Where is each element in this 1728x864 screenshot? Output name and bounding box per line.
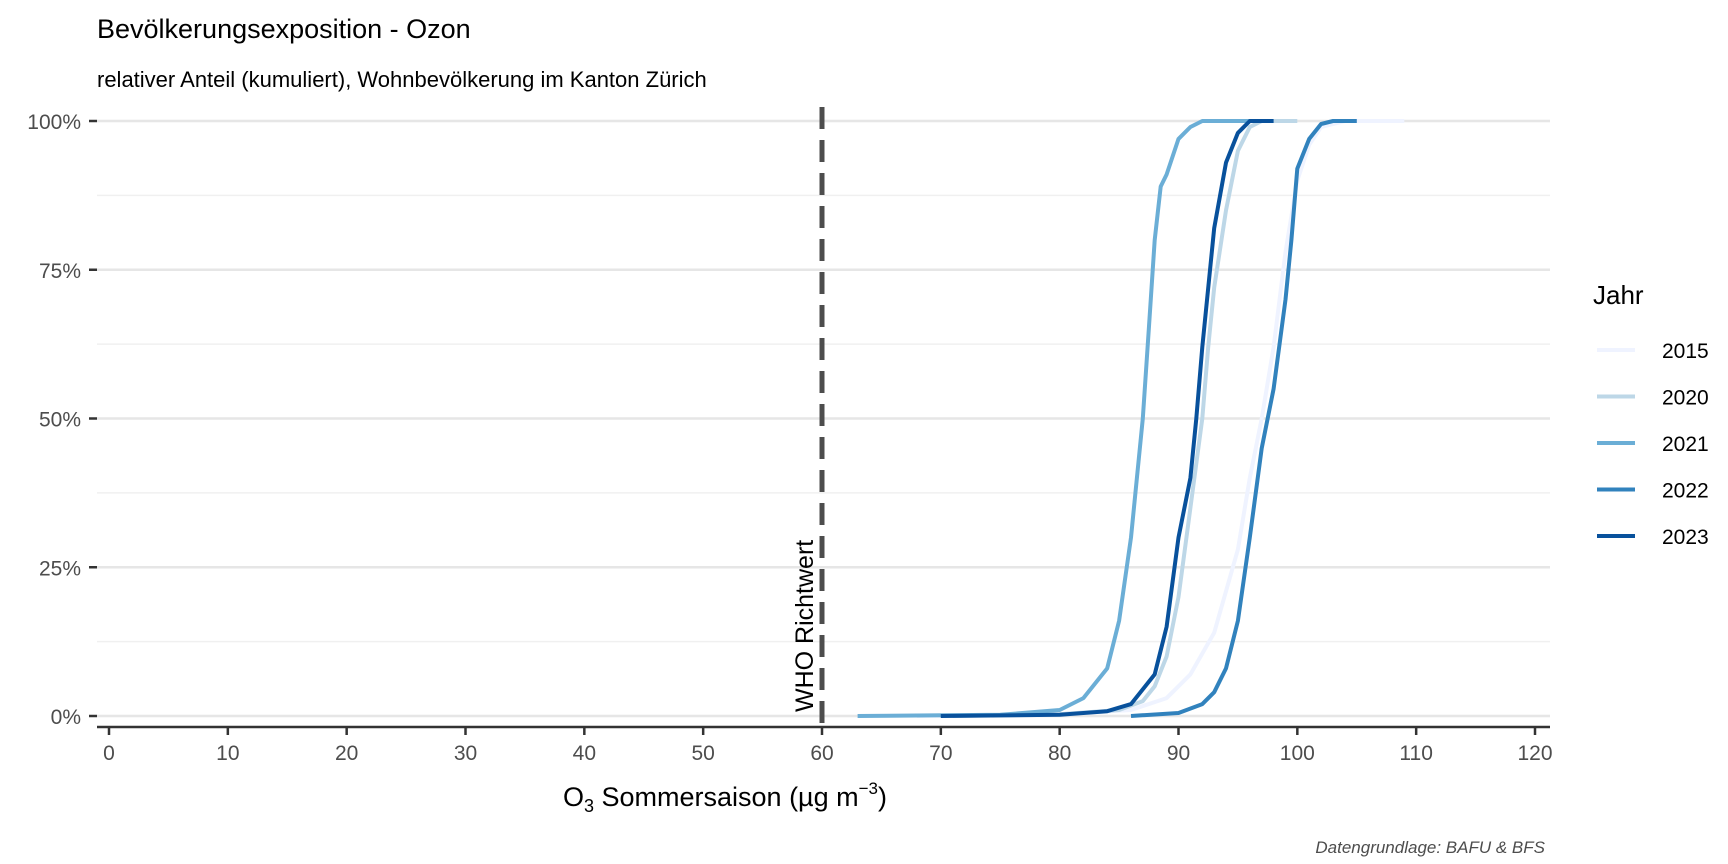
x-tick-label: 40 [573,742,596,765]
axes: 0 10 20 30 40 50 60 70 80 90 100 110 120 0% 25% 50% 75% 1… [27,111,1552,765]
x-axis-title: O3 Sommersaison (µg m−3) [563,779,887,816]
series-line-2021 [857,119,1250,718]
x-tick-label: 80 [1048,742,1071,765]
caption: Datengrundlage: BAFU & BFS [1315,838,1545,857]
x-tick-label: 60 [810,742,833,765]
reference-line-label: WHO Richtwert [791,540,819,712]
x-tick-label: 10 [216,742,239,765]
reference-line-group: WHO Richtwert [791,107,825,725]
series-line-2022 [1130,119,1357,718]
x-tick-label: 110 [1399,742,1432,765]
series-line-2023 [940,119,1274,718]
x-tick-label: 50 [691,742,714,765]
chart-subtitle: relativer Anteil (kumuliert), Wohnbevölk… [97,67,707,92]
series-line-2015 [917,119,1405,718]
y-tick-label: 0% [51,706,81,729]
x-tick-label: 0 [103,742,115,765]
x-tick-label: 30 [454,742,477,765]
x-tick-label: 90 [1167,742,1190,765]
x-tick-label: 120 [1517,742,1552,765]
y-tick-label: 50% [39,409,81,432]
legend-label-2023: 2023 [1662,526,1709,549]
legend-label-2022: 2022 [1662,480,1709,503]
legend: Jahr 2015 2020 2021 2022 2023 [1593,280,1709,549]
x-tick-label: 70 [929,742,952,765]
legend-label-2020: 2020 [1662,387,1709,410]
y-tick-label: 25% [39,557,81,580]
legend-label-2021: 2021 [1662,433,1709,456]
series-group [857,119,1405,718]
y-tick-label: 75% [39,260,81,283]
y-tick-label: 100% [27,111,81,134]
chart-title: Bevölkerungsexposition - Ozon [97,14,471,44]
legend-title: Jahr [1593,280,1644,310]
x-tick-label: 20 [335,742,358,765]
x-tick-label: 100 [1280,742,1315,765]
legend-label-2015: 2015 [1662,340,1709,363]
